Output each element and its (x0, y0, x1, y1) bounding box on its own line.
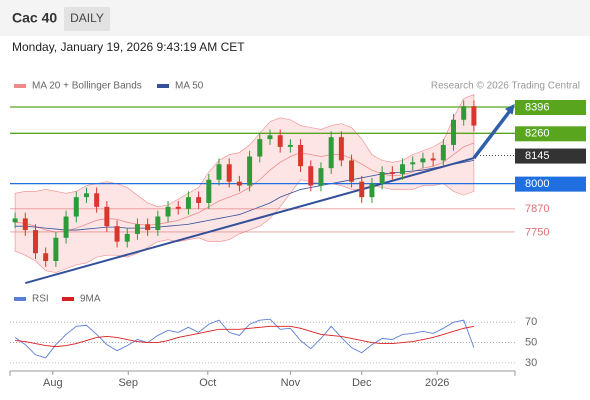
x-tick-label: 2026 (425, 377, 449, 389)
candle-body (349, 160, 355, 182)
y-tick-label: 50 (525, 336, 537, 348)
candle-body (277, 135, 283, 147)
period-button[interactable] (64, 7, 110, 31)
level-box (515, 176, 586, 192)
y-tick-label: 70 (525, 316, 537, 328)
candle-body (247, 156, 253, 186)
x-tick-label: Dec (352, 377, 372, 389)
candle-body (430, 158, 436, 161)
candle-body (12, 218, 18, 223)
candle-body (155, 216, 161, 231)
candle-body (22, 218, 28, 231)
candle-body (206, 179, 212, 203)
level-label: 7750 (525, 226, 549, 238)
candle-body (175, 206, 181, 209)
candle-body (73, 197, 79, 217)
candle-body (94, 193, 100, 207)
candle-body (389, 172, 395, 174)
candle-body (196, 197, 202, 203)
legend-swatch (14, 297, 26, 301)
candle-body (43, 253, 49, 262)
candle-body (226, 164, 232, 182)
legend-label: MA 50 (175, 81, 204, 92)
y-tick-label: 30 (525, 357, 537, 369)
legend-swatch (14, 84, 26, 88)
candle-body (328, 137, 334, 169)
candle-body (267, 135, 273, 140)
timestamp: Monday, January 19, 2026 9:43:19 AM CET (12, 40, 245, 54)
x-tick-label: Oct (199, 377, 216, 389)
level-label: 8000 (525, 178, 549, 190)
x-tick-label: Nov (281, 377, 301, 389)
candle-body (124, 233, 130, 242)
candle-body (318, 168, 324, 186)
candle-body (461, 106, 467, 120)
candle-body (400, 164, 406, 174)
level-box (515, 126, 586, 142)
candle-body (338, 137, 344, 161)
level-label: 7870 (525, 203, 549, 215)
candle-body (471, 106, 477, 126)
level-box (515, 99, 586, 115)
candle-body (287, 144, 293, 147)
arrow-head (504, 103, 515, 115)
candle-body (420, 158, 426, 163)
source: Research © 2026 Trading Central (431, 81, 580, 92)
candle-body (440, 144, 446, 161)
chart-title: Cac 40 (12, 10, 57, 26)
candle-body (114, 226, 120, 242)
candle-body (104, 206, 110, 227)
candle-body (32, 230, 38, 254)
candle-body (53, 237, 59, 262)
ma-line (15, 142, 475, 233)
legend-label: 9MA (80, 294, 101, 305)
candle-body (134, 224, 140, 234)
level-box (515, 148, 586, 164)
level-label: 8145 (525, 150, 549, 162)
legend-label: MA 20 + Bollinger Bands (32, 81, 142, 92)
candle-body (63, 216, 69, 238)
legend-swatch (157, 84, 169, 88)
level-label: 8396 (525, 101, 549, 113)
candle-body (410, 162, 416, 165)
legend-swatch (62, 297, 74, 301)
candle-body (145, 224, 151, 231)
x-tick-label: Aug (43, 377, 63, 389)
period-label[interactable]: DAILY (70, 11, 104, 25)
candle-body (369, 183, 375, 198)
rsi-line (15, 325, 474, 348)
candle-body (451, 119, 457, 145)
candle-body (216, 164, 222, 180)
x-tick-label: Sep (118, 377, 138, 389)
ma-line (15, 160, 474, 231)
candle-body (185, 197, 191, 209)
candle-body (83, 193, 89, 198)
trend-line (25, 157, 475, 285)
candle-body (308, 166, 314, 186)
rsi-line (14, 318, 475, 359)
forecast-arrow (472, 108, 513, 160)
candle-body (236, 181, 242, 186)
candle-body (298, 144, 304, 167)
candle-body (359, 181, 365, 198)
candle-body (257, 139, 263, 157)
level-label: 8260 (525, 128, 549, 140)
candle-body (165, 206, 171, 217)
legend-label: RSI (32, 294, 49, 305)
candle-body (379, 172, 385, 184)
